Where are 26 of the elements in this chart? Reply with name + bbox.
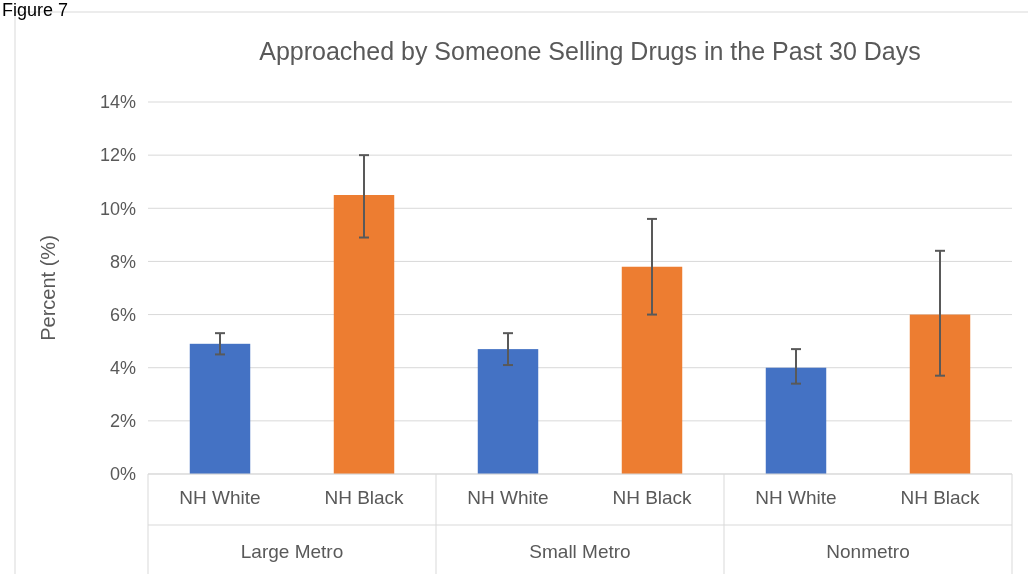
- bar: [765, 367, 827, 474]
- y-tick-label: 2%: [109, 411, 136, 432]
- bar: [477, 349, 539, 474]
- x-tick-label: Small Metro: [529, 541, 631, 562]
- bar: [189, 343, 251, 474]
- y-tick-label: 8%: [109, 251, 136, 272]
- text: NH Black: [900, 486, 980, 508]
- y-tick-label: 10%: [99, 198, 136, 219]
- y-tick-label: 12%: [99, 145, 136, 166]
- bar: [909, 314, 971, 474]
- text: NH White: [467, 486, 549, 508]
- series-label: NH Black: [324, 486, 405, 508]
- y-tick-label: 0%: [109, 464, 136, 485]
- text: NH Black: [612, 486, 692, 508]
- bar: [333, 195, 395, 474]
- chart-title: Approached by Someone Selling Drugs in the Past 30 Days: [259, 37, 921, 65]
- text: NH White: [755, 486, 837, 508]
- series-label: NH White: [179, 486, 261, 508]
- y-tick-label: 4%: [109, 357, 136, 378]
- x-tick-label: Nonmetro: [826, 541, 910, 562]
- y-axis-title: Percent (%): [37, 235, 59, 341]
- bar: [621, 266, 683, 474]
- caption: Figure 7: [2, 0, 69, 20]
- x-tick-label: Large Metro: [240, 541, 344, 562]
- y-tick-label: 6%: [109, 304, 136, 325]
- y-tick-label: 14%: [99, 92, 136, 113]
